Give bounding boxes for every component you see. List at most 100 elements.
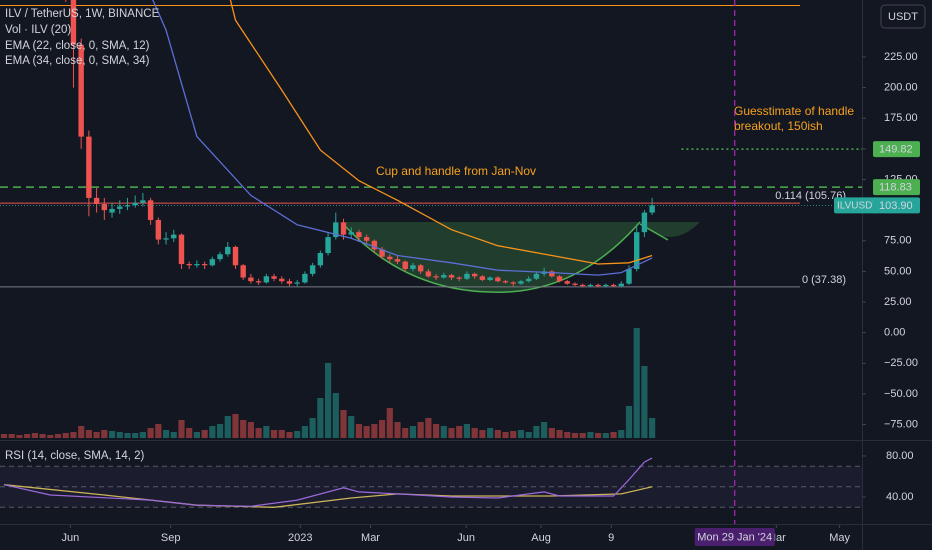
volume-bar — [494, 430, 501, 438]
candle-body — [217, 254, 223, 260]
candle-body — [410, 265, 416, 269]
volume-bar — [116, 432, 123, 438]
volume-bar — [247, 422, 255, 438]
volume-bar — [124, 433, 131, 438]
symbol-label: ILVUSDT — [837, 200, 879, 211]
volume-bar — [378, 420, 386, 438]
volume-bar — [556, 430, 563, 438]
legend-entry: EMA (34, close, 0, SMA, 34) — [5, 55, 150, 67]
time-marker-label: Mon 29 Jan '24 — [697, 531, 772, 543]
candle-body — [78, 44, 84, 137]
candle-body — [402, 261, 408, 269]
x-tick-label: 9 — [608, 532, 614, 544]
candle-body — [171, 234, 177, 239]
y-tick-label: −75.00 — [884, 418, 918, 430]
y-tick-label: −25.00 — [884, 357, 918, 369]
y-tick-label: −50.00 — [884, 388, 918, 400]
annotation: breakout, 150ish — [734, 119, 823, 133]
volume-bar — [595, 433, 602, 438]
volume-bar — [0, 434, 8, 438]
candle-body — [441, 275, 447, 278]
indicator-line — [229, 0, 653, 265]
candle-body — [325, 237, 331, 254]
volume-bar — [487, 428, 494, 438]
volume-bar — [224, 416, 231, 438]
volume-bar — [155, 424, 162, 438]
candle-body — [556, 276, 563, 282]
volume-bar — [541, 422, 548, 438]
candle-body — [634, 232, 640, 269]
x-tick-label: Aug — [531, 532, 551, 544]
candle-body — [564, 281, 570, 284]
candle-body — [425, 271, 432, 277]
candle-body — [86, 136, 92, 198]
currency-button[interactable] — [880, 4, 926, 29]
candle-body — [379, 249, 385, 257]
candle-body — [294, 282, 300, 284]
currency-label[interactable]: USDT — [888, 11, 918, 23]
candle-body — [356, 232, 362, 238]
candle-body — [456, 277, 462, 279]
volume-bar — [571, 433, 579, 438]
candle-body — [618, 283, 624, 287]
candle-body — [232, 246, 239, 266]
volume-bar — [85, 430, 92, 438]
y-tick-label: 200.00 — [884, 82, 918, 94]
volume-bar — [270, 430, 278, 438]
volume-bar — [587, 432, 594, 438]
volume-bar — [433, 424, 440, 438]
candle-body — [525, 278, 532, 282]
volume-bar — [448, 428, 455, 438]
volume-bar — [456, 426, 463, 438]
candle-body — [549, 271, 555, 277]
volume-bar — [62, 433, 69, 438]
volume-bar — [332, 393, 339, 438]
candle-body — [587, 284, 594, 287]
volume-bar — [78, 426, 85, 438]
legend-entry: EMA (22, close, 0, SMA, 12) — [5, 40, 150, 52]
level-label: 0.114 (105.76) — [775, 190, 846, 202]
symbol-box — [834, 197, 878, 214]
volume-bar — [402, 428, 409, 438]
volume-bar — [602, 433, 609, 438]
time-marker-box — [694, 528, 775, 546]
volume-bar — [409, 426, 417, 438]
candle-body — [448, 275, 455, 278]
candle-body — [286, 281, 293, 284]
candle-body — [510, 282, 516, 284]
candle-body — [610, 284, 617, 287]
volume-bar — [24, 434, 31, 438]
candle-body — [163, 238, 169, 240]
candle-body — [641, 212, 648, 233]
candle-body — [302, 273, 308, 283]
candle-body — [333, 222, 339, 238]
y-tick-label: 50.00 — [884, 265, 912, 277]
volume-bar — [525, 432, 532, 438]
y-tick-label: 0.00 — [884, 327, 905, 339]
volume-bar — [548, 428, 555, 438]
price-label-box — [873, 179, 920, 196]
candle-body — [109, 208, 115, 213]
annotation: Guesstimate of handle — [734, 104, 854, 118]
volume-bar — [610, 432, 617, 438]
volume-bar — [579, 433, 586, 438]
volume-bar — [301, 426, 309, 438]
candle-body — [117, 206, 123, 209]
candle-body — [603, 284, 609, 287]
volume-bar — [463, 424, 471, 438]
volume-bar — [440, 426, 447, 438]
last-price-box — [873, 197, 920, 214]
volume-bar — [147, 428, 154, 438]
volume-bar — [348, 416, 355, 438]
volume-bar — [54, 434, 62, 438]
candle-body — [487, 277, 493, 280]
volume-bar — [216, 424, 224, 438]
cup-fill — [340, 222, 640, 293]
volume-bar — [31, 433, 38, 438]
candle-body — [363, 237, 370, 241]
legend-entry: Vol · ILV (20) — [5, 24, 71, 36]
volume-bar — [625, 406, 633, 438]
volume-bar — [502, 432, 509, 438]
volume-bar — [255, 428, 262, 438]
